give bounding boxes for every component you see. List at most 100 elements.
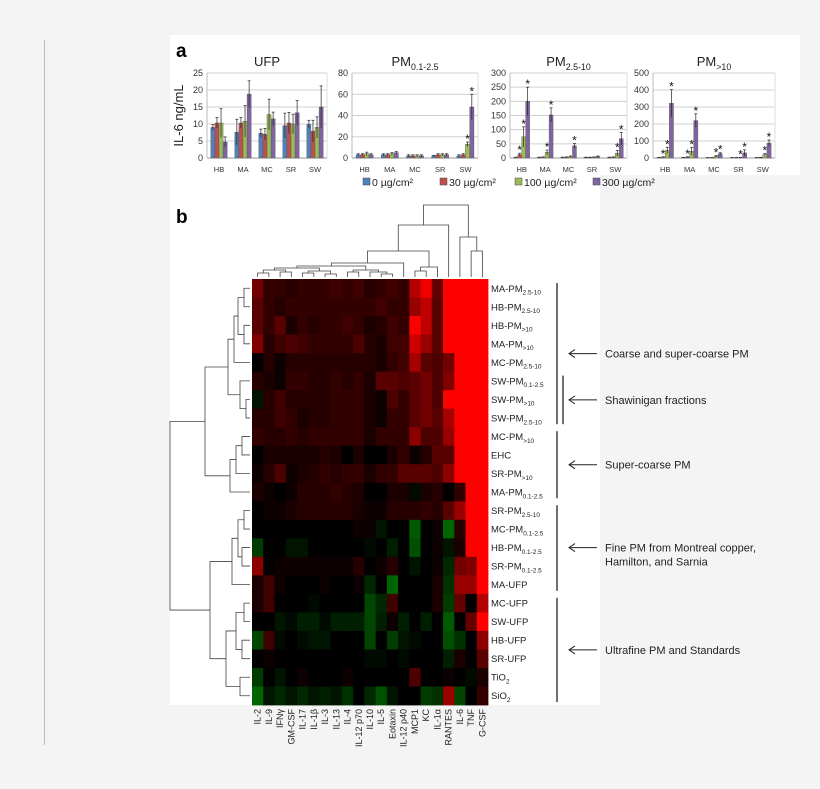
heatmap-cell	[420, 686, 433, 706]
heatmap-cell	[319, 297, 332, 317]
heatmap-cell	[386, 464, 399, 484]
heatmap-cell	[409, 464, 421, 484]
significance-star: *	[718, 143, 723, 157]
heatmap-cell	[330, 427, 343, 447]
heatmap-cell	[454, 390, 466, 410]
heatmap-cell	[330, 538, 343, 558]
heatmap-cell	[263, 630, 275, 650]
heatmap-cell	[375, 297, 388, 317]
column-label: IL-13	[331, 709, 341, 730]
heatmap-cell	[319, 686, 332, 706]
heatmap-cell	[375, 482, 388, 502]
heatmap-cell	[420, 630, 433, 650]
heatmap-cell	[476, 630, 489, 650]
heatmap-cell	[454, 593, 466, 613]
heatmap-cell	[409, 445, 421, 465]
heatmap-cell	[375, 390, 388, 410]
significance-star: *	[572, 134, 577, 148]
y-tick-label: 10	[193, 119, 203, 129]
heatmap-cell	[465, 482, 478, 502]
heatmap-cell	[431, 279, 444, 298]
row-dendrogram-branch	[243, 602, 250, 623]
heatmap-cell	[476, 686, 489, 706]
y-tick-label: 100	[634, 136, 649, 146]
row-label: SiO2	[491, 691, 511, 704]
heatmap-cell	[263, 427, 275, 447]
heatmap-cell	[364, 593, 377, 613]
row-dendrogram-branch	[235, 611, 244, 650]
column-label: IL-6	[455, 709, 465, 725]
row-label: SW-UFP	[491, 617, 528, 628]
heatmap-cell	[364, 445, 377, 465]
column-label: IL-17	[298, 709, 308, 730]
heatmap-cell	[409, 575, 421, 595]
heatmap-cell	[398, 482, 410, 502]
heatmap-cell	[330, 686, 343, 706]
heatmap-cell	[263, 649, 275, 669]
heatmap-cell	[398, 667, 410, 687]
y-tick-label: 50	[496, 139, 506, 149]
legend-label: 0 µg/cm²	[372, 177, 414, 189]
heatmap-cell	[353, 667, 365, 687]
heatmap-cell	[364, 482, 377, 502]
heatmap-cell	[308, 334, 320, 354]
heatmap-cell	[431, 593, 444, 613]
heatmap-cell	[454, 501, 466, 521]
heatmap-cell	[364, 556, 377, 576]
heatmap-cell	[454, 686, 466, 706]
heatmap-cell	[353, 686, 365, 706]
heatmap-cell	[443, 371, 455, 391]
heatmap-cell	[386, 593, 399, 613]
heatmap-cell	[476, 501, 489, 521]
row-dendrogram-branch	[235, 445, 250, 474]
heatmap-cell	[263, 593, 275, 613]
heatmap-cell	[398, 519, 410, 539]
heatmap-cell	[319, 519, 332, 539]
row-label: SR-PM2.5-10	[491, 506, 540, 519]
heatmap-cell	[364, 464, 377, 484]
heatmap-cell	[409, 371, 421, 391]
heatmap-cell	[420, 538, 433, 558]
heatmap-cell	[398, 334, 410, 354]
heatmap-cell	[296, 316, 309, 335]
heatmap-cell	[375, 334, 388, 354]
category-label: SW	[459, 165, 472, 174]
group-label: Fine PM from Montreal copper,	[605, 543, 756, 555]
heatmap-cell	[443, 612, 455, 632]
significance-star: *	[763, 144, 768, 158]
heatmap-cell	[476, 390, 489, 410]
y-tick-label: 300	[491, 68, 506, 78]
y-axis-label: IL-6 ng/mL	[171, 84, 186, 146]
row-dendrogram-branch	[237, 297, 244, 335]
panel-a-letter: a	[176, 41, 187, 62]
heatmap-cell	[364, 427, 377, 447]
column-dendrogram-branch	[380, 273, 393, 277]
row-dendrogram-branch	[233, 315, 250, 363]
heatmap-cell	[308, 686, 320, 706]
column-label: IL-10	[365, 709, 375, 730]
heatmap-cell	[308, 575, 320, 595]
heatmap-cell	[330, 630, 343, 650]
heatmap-cell	[252, 371, 264, 391]
heatmap-cell	[296, 427, 309, 447]
row-dendrogram-branch	[225, 630, 240, 687]
category-label: MA	[684, 165, 695, 174]
heatmap-cell	[386, 519, 399, 539]
heatmap-cell	[465, 612, 478, 632]
category-label: MC	[261, 165, 273, 174]
heatmap-cell	[341, 667, 354, 687]
heatmap-cell	[319, 501, 332, 521]
row-label: SR-PM>10	[491, 469, 533, 482]
heatmap-cell	[263, 482, 275, 502]
row-dendrogram-branch	[209, 561, 232, 660]
heatmap-cell	[420, 464, 433, 484]
heatmap-cell	[454, 408, 466, 428]
heatmap-cell	[319, 408, 332, 428]
heatmap-cell	[252, 279, 264, 298]
heatmap-cell	[398, 575, 410, 595]
column-dendrogram-branch	[414, 270, 427, 277]
heatmap-cell	[398, 538, 410, 558]
heatmap-cell	[386, 575, 399, 595]
heatmap-cell	[341, 445, 354, 465]
heatmap-cell	[409, 390, 421, 410]
